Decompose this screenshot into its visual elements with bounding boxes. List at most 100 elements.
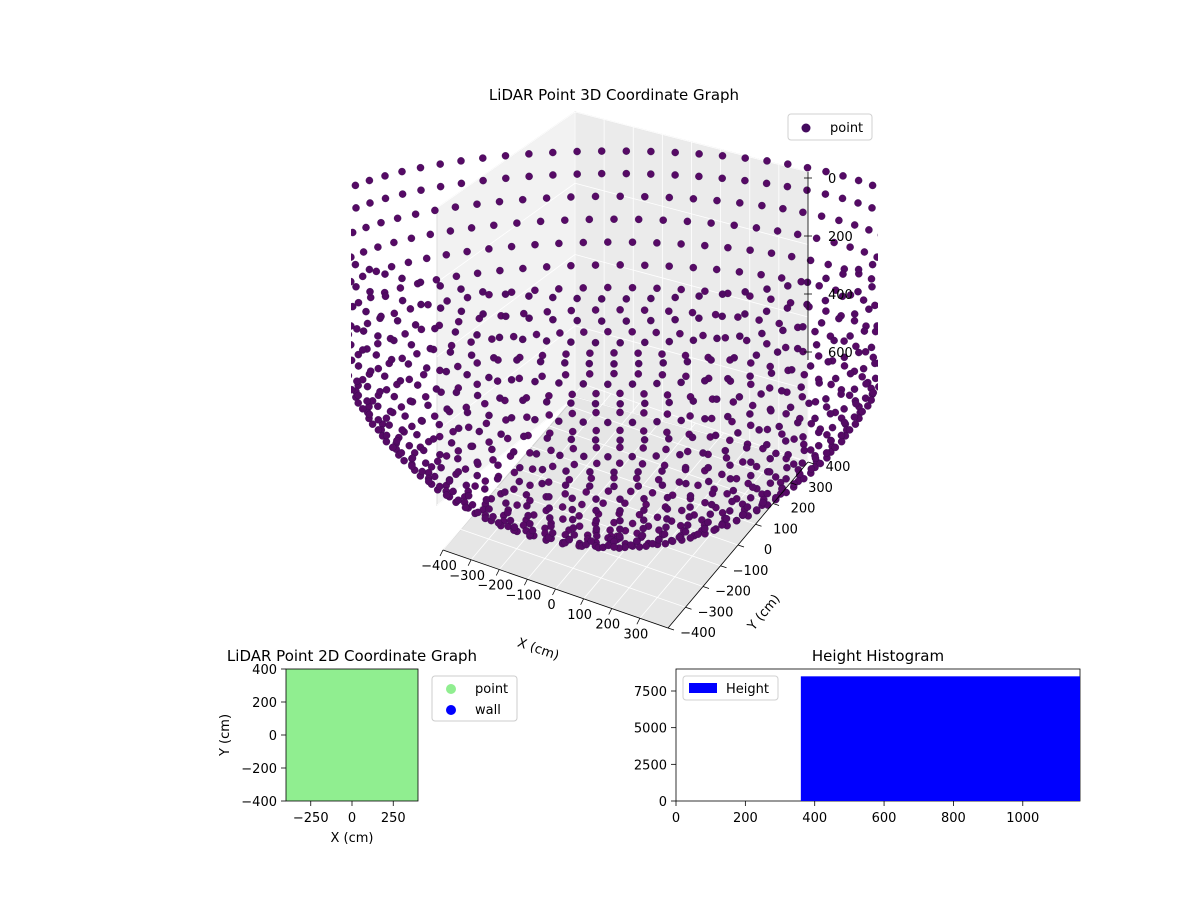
point-marker (479, 176, 487, 185)
point-marker (889, 295, 896, 302)
point-marker (507, 242, 516, 251)
point-marker (906, 300, 913, 307)
point-marker (393, 436, 401, 445)
point-marker (763, 285, 771, 293)
point-marker (889, 351, 896, 358)
point-marker (315, 276, 322, 283)
point-marker (562, 467, 570, 475)
point-marker (803, 300, 811, 309)
point-marker (647, 294, 655, 303)
point-marker (485, 411, 493, 420)
point-marker (827, 380, 835, 389)
point-marker (544, 478, 553, 486)
point-marker (432, 385, 441, 393)
point-marker (855, 348, 863, 357)
histogram-chart: Height Histogram 0 200 400 600 800 1000 0 2500 5… (634, 647, 1081, 826)
point-marker (351, 372, 353, 379)
point-marker (900, 270, 907, 277)
point-marker (713, 196, 721, 205)
point-marker (663, 410, 672, 418)
point-marker (671, 171, 679, 179)
grid-line-left-z (436, 182, 576, 283)
point-marker (538, 465, 547, 474)
point-marker (473, 200, 481, 208)
point-marker (724, 374, 732, 383)
point-marker (747, 380, 755, 389)
point-marker (374, 426, 383, 434)
grid-line-left-z (436, 325, 576, 432)
point-marker (907, 226, 914, 233)
point-marker (351, 260, 360, 269)
point-marker (746, 246, 754, 254)
point-marker (888, 313, 895, 320)
point-marker (591, 338, 600, 347)
point-marker (597, 317, 606, 325)
point-marker (884, 259, 891, 266)
point-marker (579, 284, 587, 292)
point-marker (417, 416, 426, 425)
point-marker (604, 327, 612, 336)
point-marker (567, 435, 576, 444)
point-marker (435, 482, 444, 491)
point-marker (640, 306, 649, 314)
point-marker (406, 305, 415, 313)
point-marker (640, 506, 648, 514)
point-marker (337, 283, 344, 290)
point-marker (665, 398, 673, 407)
point-marker (767, 407, 775, 415)
point-marker (329, 250, 336, 257)
point-marker (351, 228, 357, 237)
point-marker (758, 201, 766, 210)
point-marker (854, 199, 862, 207)
point-marker (592, 516, 600, 525)
point-marker (783, 182, 792, 191)
z-tick-label-3d: 0 (828, 172, 836, 187)
point-marker (798, 393, 807, 401)
point-marker (336, 310, 343, 317)
point-marker (665, 193, 674, 202)
point-marker (787, 366, 796, 374)
point-marker (763, 440, 771, 449)
point-marker (746, 410, 754, 418)
point-marker (532, 450, 541, 458)
point-marker (817, 212, 826, 220)
point-marker (658, 481, 667, 489)
point-marker (822, 395, 830, 403)
point-marker (741, 154, 749, 162)
point-marker (580, 452, 588, 461)
point-marker (454, 447, 463, 455)
point-marker (689, 195, 698, 203)
point-marker (909, 254, 916, 261)
point-marker (393, 214, 402, 223)
point-marker (766, 454, 774, 463)
point-marker (538, 479, 546, 488)
point-marker (840, 337, 848, 345)
point-marker (773, 348, 782, 356)
point-marker (320, 306, 327, 313)
point-marker (871, 374, 878, 383)
z-tick-label-3d: 200 (828, 230, 853, 245)
point-marker (622, 295, 631, 303)
point-marker (561, 216, 569, 224)
point-marker (430, 412, 439, 420)
point-marker (359, 248, 368, 256)
point-marker (865, 226, 873, 234)
point-marker (401, 412, 409, 420)
point-marker (328, 240, 335, 247)
point-marker (330, 346, 337, 353)
point-marker (701, 241, 709, 250)
point-marker (568, 515, 577, 524)
point-marker (586, 468, 594, 476)
point-marker (328, 264, 335, 271)
point-marker (525, 172, 533, 181)
point-marker (648, 489, 657, 497)
point-marker (663, 505, 672, 513)
point-marker (485, 373, 493, 382)
point-marker (912, 272, 919, 279)
point-marker (812, 341, 821, 349)
point-marker (895, 327, 902, 334)
point-marker (545, 504, 553, 512)
point-marker (897, 243, 904, 250)
point-marker (676, 450, 684, 459)
point-marker (417, 186, 425, 194)
